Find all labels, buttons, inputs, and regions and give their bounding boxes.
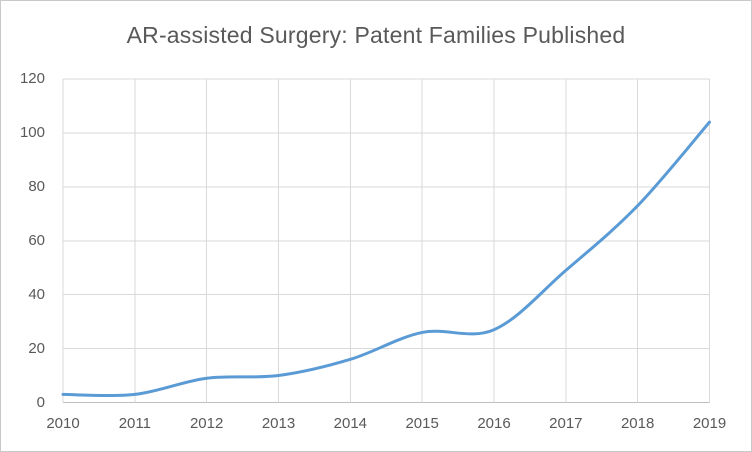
- y-tick-label: 20: [28, 339, 45, 357]
- y-tick-label: 100: [19, 123, 45, 141]
- y-tick-label: 60: [28, 231, 45, 249]
- x-tick-label: 2015: [405, 415, 439, 432]
- chart-title: AR-assisted Surgery: Patent Families Pub…: [126, 22, 626, 48]
- data-series-line: [61, 120, 711, 398]
- x-tick-label: 2016: [477, 415, 511, 432]
- x-tick-label: 2018: [620, 415, 655, 432]
- y-tick-label: 80: [28, 177, 45, 195]
- x-tick-label: 2014: [333, 415, 368, 432]
- x-tick-label: 2010: [46, 415, 80, 432]
- y-tick-label: 40: [28, 285, 45, 303]
- x-tick-label: 2017: [549, 415, 583, 432]
- x-tick-label: 2011: [118, 415, 151, 432]
- x-tick-label: 2019: [692, 415, 727, 432]
- x-tick-label: 2013: [261, 415, 296, 432]
- y-tick-label: 120: [19, 70, 45, 87]
- x-tick-label: 2012: [189, 415, 224, 432]
- y-tick-label: 0: [36, 393, 45, 411]
